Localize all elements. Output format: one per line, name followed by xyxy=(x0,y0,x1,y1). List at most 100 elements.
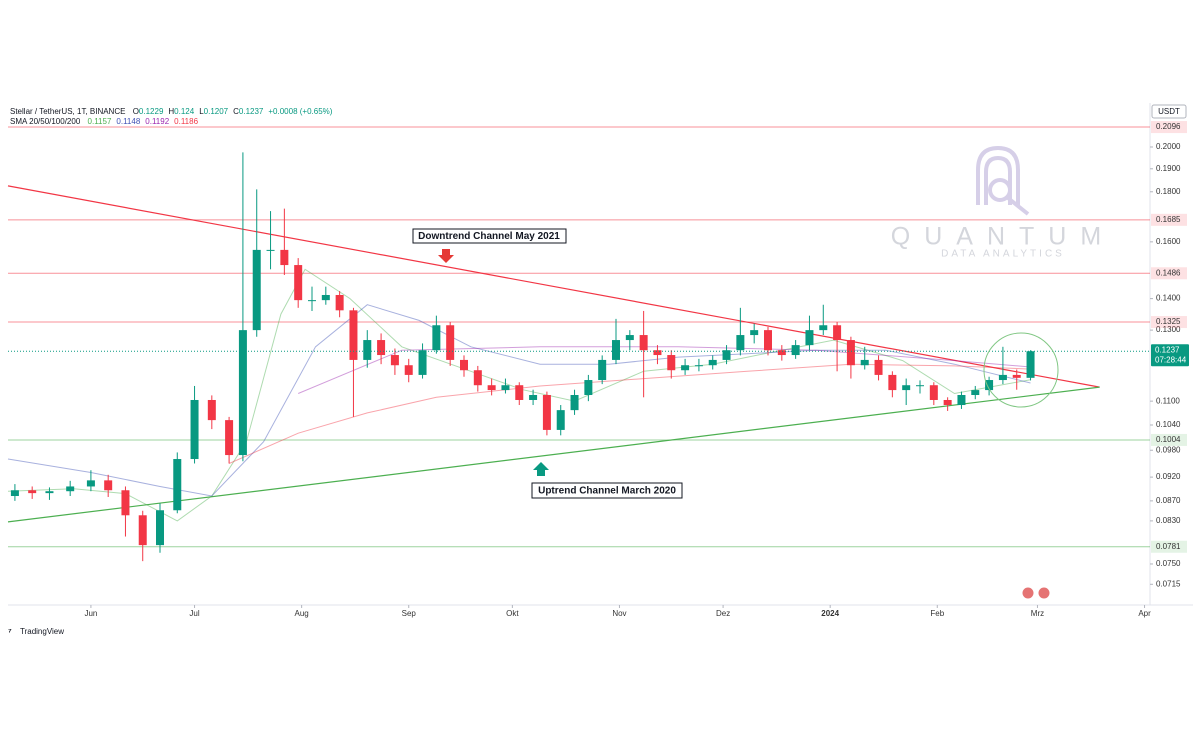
candle-body xyxy=(238,330,247,456)
y-tick-label: 0.0750 xyxy=(1156,559,1181,568)
y-tick-label: 0.1300 xyxy=(1156,325,1181,334)
ohlc-key: H xyxy=(168,107,174,116)
indicator-label: SMA 20/50/100/200 xyxy=(10,117,81,126)
candle-body xyxy=(694,365,703,367)
candle-body xyxy=(138,515,147,546)
last-price-box xyxy=(1151,344,1189,367)
currency-box xyxy=(1151,104,1187,119)
candle-body xyxy=(173,459,182,511)
x-tick-label: Nov xyxy=(612,609,626,618)
indicator-line: SMA 20/50/100/200 0.1157 0.1148 0.1192 0.11… xyxy=(10,117,199,126)
y-tick-label: 0.0715 xyxy=(1156,579,1181,588)
y-tick-label: 0.1800 xyxy=(1156,187,1181,196)
candle-body xyxy=(473,370,482,386)
candle-body xyxy=(598,359,607,381)
brand-logo: ⁷ xyxy=(8,626,12,636)
y-tick-label: 0.0830 xyxy=(1156,516,1181,525)
candle-body xyxy=(190,399,199,460)
candle-body xyxy=(104,480,113,491)
y-tick-label: 0.1400 xyxy=(1156,294,1181,303)
candle-body xyxy=(418,350,427,375)
x-tick-label: Okt xyxy=(506,609,519,618)
candle-body xyxy=(805,330,814,346)
candle-body xyxy=(998,374,1007,381)
candle-body xyxy=(501,385,510,391)
candle-body xyxy=(916,385,924,387)
candle-body xyxy=(252,249,261,331)
level-label-box xyxy=(1151,121,1187,134)
annotation-down: Downtrend Channel May 2021 xyxy=(412,228,567,263)
ohlc-key: L xyxy=(199,107,204,116)
y-tick-label: 0.2000 xyxy=(1156,142,1181,151)
watermark-subtitle: DATA ANALYTICS xyxy=(941,249,1065,260)
ohlc-key: O xyxy=(133,107,139,116)
candle-body xyxy=(833,325,842,341)
candle-body xyxy=(667,355,676,371)
highlight-circle xyxy=(983,332,1059,408)
candle-body xyxy=(390,355,399,366)
candle-body xyxy=(902,385,911,391)
candle-body xyxy=(446,325,455,360)
watermark-logo xyxy=(976,145,1030,216)
arrow-up xyxy=(533,462,549,476)
candle-body xyxy=(708,359,717,366)
plot xyxy=(7,126,1150,562)
candle-body xyxy=(1012,374,1021,378)
ohlc-key: C xyxy=(233,107,239,116)
level-label-box xyxy=(1151,540,1187,553)
x-tick-label: Sep xyxy=(402,609,417,618)
sma-line xyxy=(7,304,1031,497)
currency: USDT xyxy=(1158,107,1180,116)
symbol: Stellar / TetherUS, 1T, BINANCE xyxy=(10,107,125,116)
candle-body xyxy=(957,395,966,406)
level-label-box xyxy=(1151,267,1187,280)
sma-value: 0.1186 xyxy=(174,117,198,126)
sma-line xyxy=(298,346,1031,394)
candle-body xyxy=(681,365,690,371)
candle-body xyxy=(10,490,19,497)
candle-body xyxy=(556,410,565,430)
x-tick-label: Aug xyxy=(295,609,309,618)
candle-body xyxy=(819,325,828,331)
candle-body xyxy=(349,310,358,360)
candle-body xyxy=(225,420,234,456)
candle-body xyxy=(207,399,216,421)
x-tick-label: Dez xyxy=(716,609,730,618)
candle-body xyxy=(736,335,745,351)
x-tick-label: Mrz xyxy=(1031,609,1044,618)
candle-body xyxy=(584,380,593,396)
change: +0.0008 (+0.65%) xyxy=(268,107,332,116)
level-label: 0.2096 xyxy=(1156,122,1181,131)
x-tick-label: Feb xyxy=(930,609,944,618)
trendline xyxy=(7,185,1100,388)
y-tick-label: 0.0920 xyxy=(1156,472,1181,481)
candle-body xyxy=(156,510,164,546)
level-label-box xyxy=(1151,213,1187,226)
candle-body xyxy=(28,490,37,494)
candle-body xyxy=(308,300,316,302)
x-tick-label: 2024 xyxy=(821,609,839,618)
candle-body xyxy=(66,486,75,492)
level-label-box xyxy=(1151,433,1187,446)
candle-body xyxy=(404,365,413,375)
sma-value: 0.1192 xyxy=(145,117,169,126)
annotation-up: Uptrend Channel March 2020 xyxy=(531,462,683,499)
candle-body xyxy=(45,491,54,494)
ohlc-value: 0.1237 xyxy=(239,107,264,116)
sma-value: 0.1148 xyxy=(116,117,140,126)
level-label: 0.1325 xyxy=(1156,317,1181,326)
candle-body xyxy=(121,490,130,516)
sma-value: 0.1157 xyxy=(88,117,112,126)
level-label: 0.0781 xyxy=(1156,542,1181,551)
annotation: Downtrend Channel May 2021 xyxy=(418,231,560,242)
candle-body xyxy=(846,340,855,366)
ohlc-value: 0.1207 xyxy=(204,107,229,116)
watermark: QUANTUM DATA ANALYTICS xyxy=(891,145,1101,260)
level-label: 0.1004 xyxy=(1156,435,1181,444)
candle-body xyxy=(985,380,994,391)
candle-body xyxy=(929,385,938,400)
candle-body xyxy=(570,395,579,411)
level-label-box xyxy=(1151,316,1187,329)
candle-body xyxy=(888,374,897,391)
